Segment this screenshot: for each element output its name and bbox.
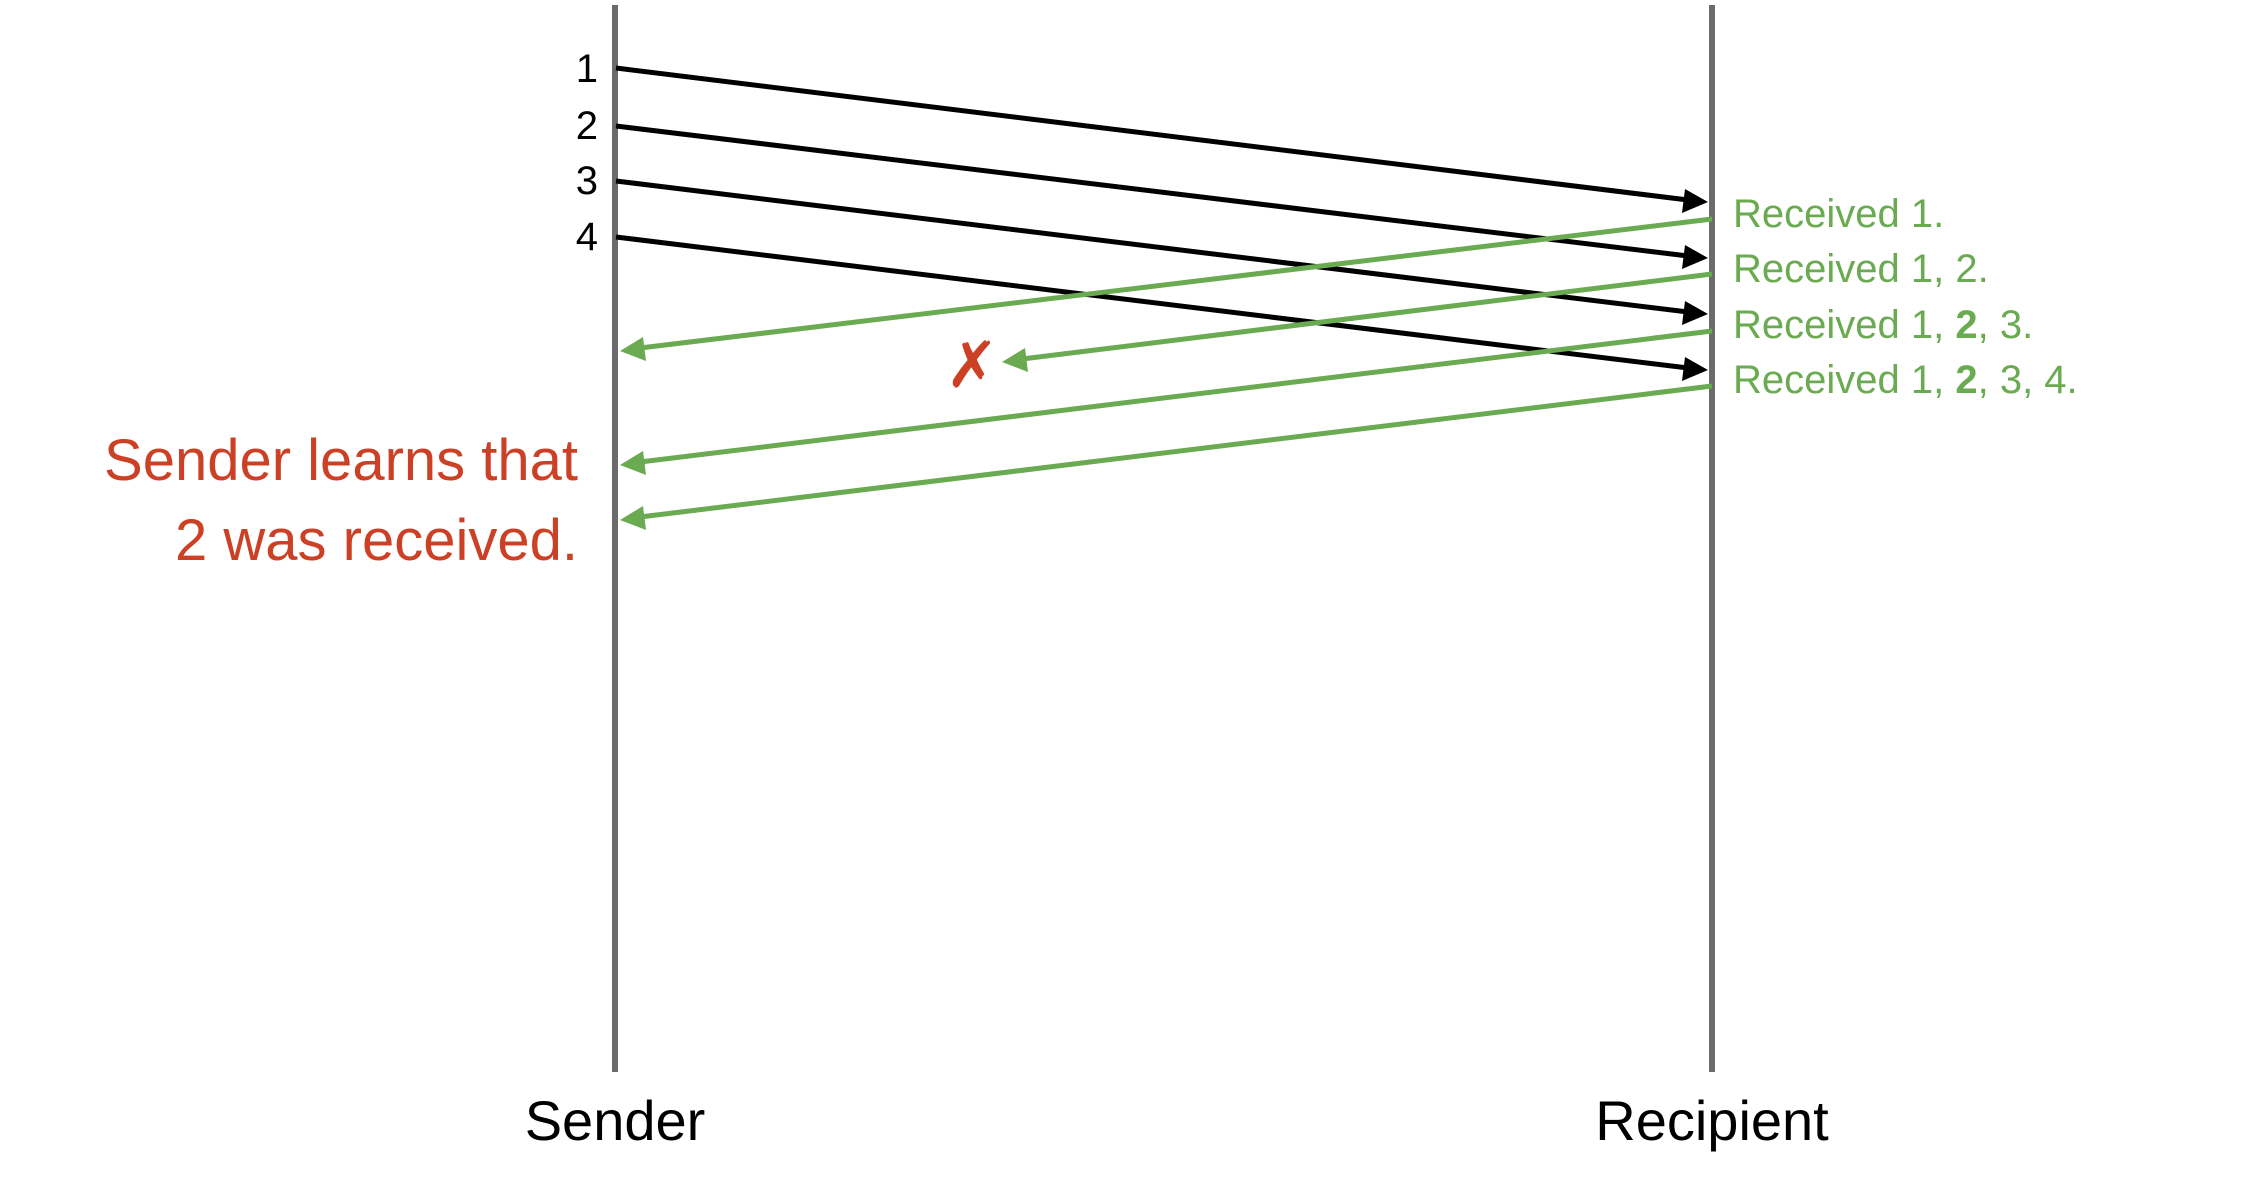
ack-arrow-2-lost bbox=[1002, 271, 1713, 372]
ack-arrow-4 bbox=[620, 383, 1713, 530]
sender-label: Sender bbox=[525, 1089, 706, 1152]
packet-arrow-2 bbox=[615, 123, 1708, 269]
annotation-line-2: 2 was received. bbox=[175, 508, 578, 573]
packet-label-2: 2 bbox=[576, 104, 598, 148]
packet-arrow-3 bbox=[615, 178, 1708, 325]
ack-label-3: Received 1, 2, 3. bbox=[1733, 303, 2033, 347]
ack-arrow-3 bbox=[620, 328, 1713, 475]
recipient-label: Recipient bbox=[1595, 1089, 1829, 1152]
packet-label-3: 3 bbox=[576, 159, 598, 203]
packet-label-1: 1 bbox=[576, 47, 598, 91]
ack-label-4: Received 1, 2, 3, 4. bbox=[1733, 358, 2078, 402]
ack-label-1: Received 1. bbox=[1733, 192, 1944, 236]
lost-ack-x-icon: ✗ bbox=[945, 329, 999, 401]
annotation-line-1: Sender learns that bbox=[104, 428, 578, 493]
packet-arrow-4 bbox=[615, 234, 1708, 381]
packet-arrow-1 bbox=[615, 65, 1708, 213]
packet-label-4: 4 bbox=[576, 215, 598, 259]
ack-arrow-1 bbox=[620, 216, 1713, 361]
ack-label-2: Received 1, 2. bbox=[1733, 247, 1989, 291]
